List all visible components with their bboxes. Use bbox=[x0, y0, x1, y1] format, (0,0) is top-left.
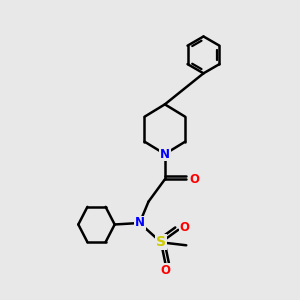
Text: O: O bbox=[190, 173, 200, 186]
Text: S: S bbox=[156, 235, 166, 249]
Text: N: N bbox=[135, 217, 145, 230]
Text: O: O bbox=[180, 221, 190, 234]
Text: N: N bbox=[160, 148, 170, 160]
Text: O: O bbox=[160, 264, 170, 277]
